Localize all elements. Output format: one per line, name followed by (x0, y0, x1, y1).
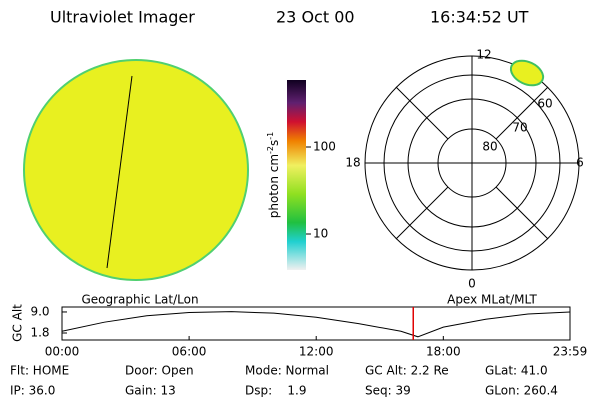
date: 23 Oct 00 (276, 8, 355, 27)
x-tick-label: 23:59 (553, 345, 588, 359)
x-tick-label: 00:00 (45, 345, 80, 359)
y-tick-label: 1.8 (30, 325, 49, 339)
y-tick-label: 9.0 (30, 304, 49, 318)
colorbar-tick-label: 100 (313, 140, 336, 154)
colorbar-tick-label: 10 (313, 227, 328, 241)
mlt-label: 18 (345, 156, 360, 170)
status-field: IP: 36.0 (10, 384, 55, 398)
lat-label: 80 (482, 140, 497, 154)
instrument: Ultraviolet Imager (50, 8, 195, 27)
x-tick-label: 12:00 (299, 345, 334, 359)
right-title: Apex MLat/MLT (447, 293, 537, 307)
lat-label: 70 (512, 121, 527, 135)
status-field: Dsp: 1.9 (245, 384, 307, 398)
status-field: Door: Open (125, 364, 194, 378)
colorbar (287, 80, 306, 270)
status-field: Seq: 39 (365, 384, 411, 398)
status-field: GLat: 41.0 (485, 364, 548, 378)
mlt-label: 12 (476, 48, 491, 62)
earth-image (23, 59, 249, 281)
aurora-blob (509, 59, 545, 87)
status-field: Mode: Normal (245, 364, 329, 378)
altitude-line (61, 311, 571, 338)
time: 16:34:52 UT (430, 8, 529, 27)
y-axis-label: GC Alt (11, 304, 25, 342)
status-field: Flt: HOME (10, 364, 69, 378)
polar-grid (364, 55, 580, 271)
status-field: GC Alt: 2.2 Re (365, 364, 449, 378)
plot-frame (61, 306, 571, 341)
left-title: Geographic Lat/Lon (81, 293, 198, 307)
status-field: GLon: 260.4 (485, 384, 558, 398)
status-field: Gain: 13 (125, 384, 176, 398)
lat-label: 60 (537, 97, 552, 111)
colorbar-label: photon cm-2s-1 (266, 132, 281, 219)
x-tick-label: 18:00 (426, 345, 461, 359)
x-tick-label: 06:00 (172, 345, 207, 359)
mlt-label: 0 (468, 277, 476, 291)
terminator (106, 75, 133, 269)
mlt-label: 6 (576, 156, 584, 170)
